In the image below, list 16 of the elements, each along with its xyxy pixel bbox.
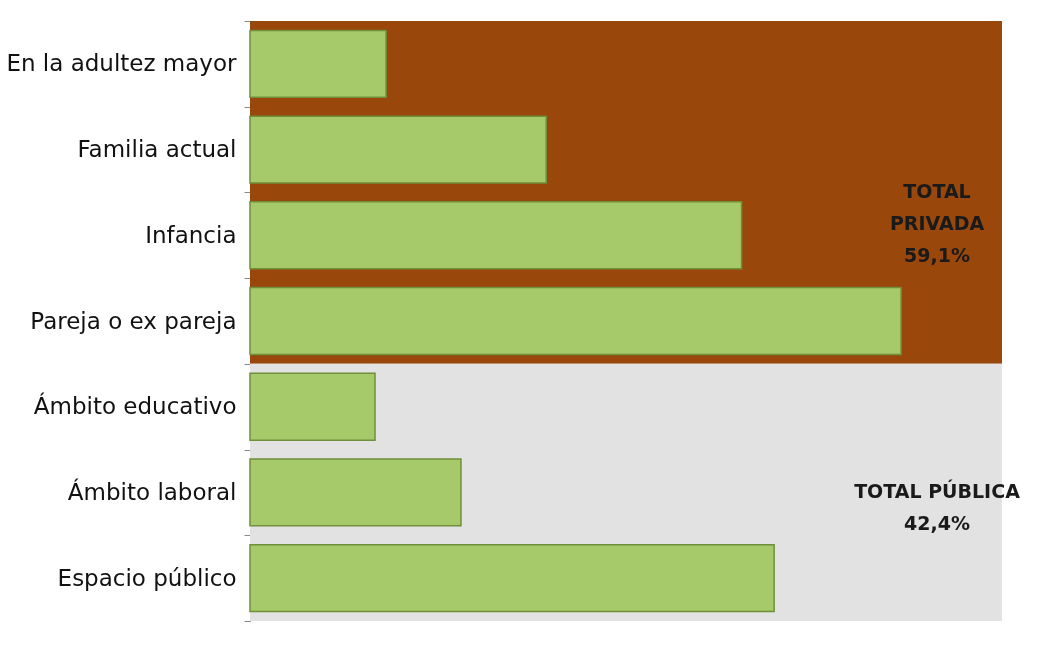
bar <box>249 458 462 527</box>
y-tick-label: Espacio público <box>57 564 237 591</box>
y-tick-label: Ámbito educativo <box>33 392 237 420</box>
band-label: TOTAL PRIVADA 59,1% <box>889 180 985 267</box>
y-tick-label: Ámbito laboral <box>67 477 237 505</box>
y-tick-label: Pareja o ex pareja <box>30 307 237 334</box>
bar <box>249 201 743 270</box>
bar <box>249 372 376 441</box>
y-tick-label: Familia actual <box>77 136 237 163</box>
bar <box>249 29 387 99</box>
y-tick-label: Infancia <box>145 221 237 248</box>
y-tick-label: En la adultez mayor <box>6 50 238 77</box>
bar <box>249 286 902 356</box>
bar <box>249 115 547 184</box>
band-label: TOTAL PÚBLICA 42,4% <box>854 479 1021 535</box>
bar <box>249 543 775 613</box>
